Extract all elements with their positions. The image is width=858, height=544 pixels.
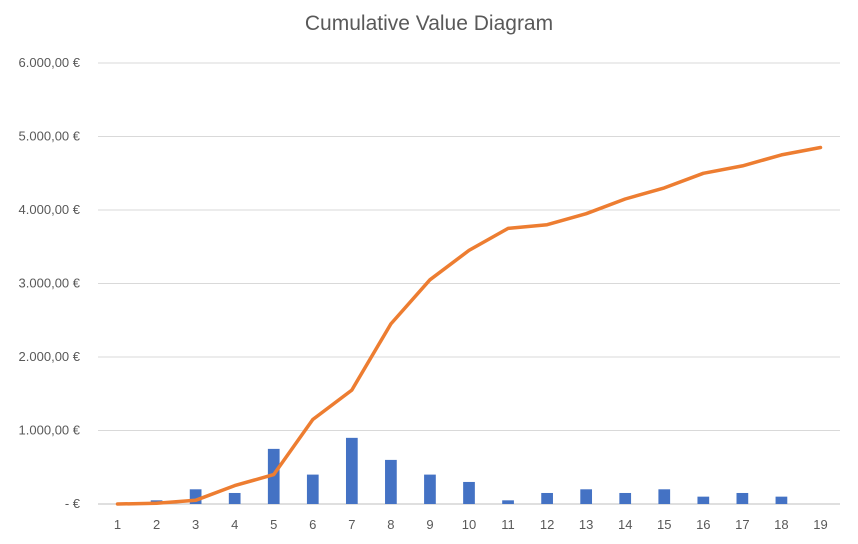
bar [345,437,358,504]
y-tick-label: 1.000,00 € [19,423,81,438]
bar [697,496,710,504]
bar [736,492,749,504]
x-tick-label: 16 [696,517,710,532]
x-tick-label: 7 [348,517,355,532]
bar [189,489,202,504]
chart-title: Cumulative Value Diagram [304,12,554,35]
x-tick-label: 17 [735,517,749,532]
bar [502,500,514,504]
bar-series [150,437,788,504]
bar [775,496,788,504]
x-tick-label: 12 [540,517,554,532]
y-axis-ticks: - € 1.000,00 € 2.000,00 € 3.000,00 € 4.000,0… [19,55,81,511]
x-tick-label: 1 [114,517,121,532]
x-tick-label: 4 [231,517,238,532]
x-tick-label: 11 [501,517,515,532]
x-tick-label: 13 [579,517,593,532]
bar [619,492,632,504]
bar [580,489,593,504]
bar [424,474,436,504]
x-tick-label: 14 [618,517,632,532]
y-tick-label: 6.000,00 € [19,55,81,70]
y-tick-label: 4.000,00 € [19,202,81,217]
cumulative-line [115,145,823,506]
x-axis-ticks: 1 2 3 4 5 6 7 8 9 10 11 12 13 14 15 16 17 18 19 [114,517,828,532]
y-tick-label: 3.000,00 € [19,276,81,291]
grid-layer [98,62,840,505]
bar [385,459,397,504]
x-tick-label: 6 [309,517,316,532]
bar [306,474,319,504]
x-tick-label: 8 [387,517,394,532]
y-tick-label: 5.000,00 € [19,129,81,144]
y-tick-label: 2.000,00 € [19,349,81,364]
x-tick-label: 5 [270,517,277,532]
x-tick-label: 18 [774,517,788,532]
bar [658,489,671,504]
x-tick-label: 2 [153,517,160,532]
bar [228,492,241,504]
x-tick-label: 10 [462,517,476,532]
x-tick-label: 15 [657,517,671,532]
x-tick-label: 19 [813,517,827,532]
x-tick-label: 3 [192,517,199,532]
line-series [115,145,823,506]
y-tick-label: - € [65,496,81,511]
x-tick-label: 9 [426,517,433,532]
bar [541,492,553,504]
bar [267,448,280,504]
bar [463,481,475,504]
